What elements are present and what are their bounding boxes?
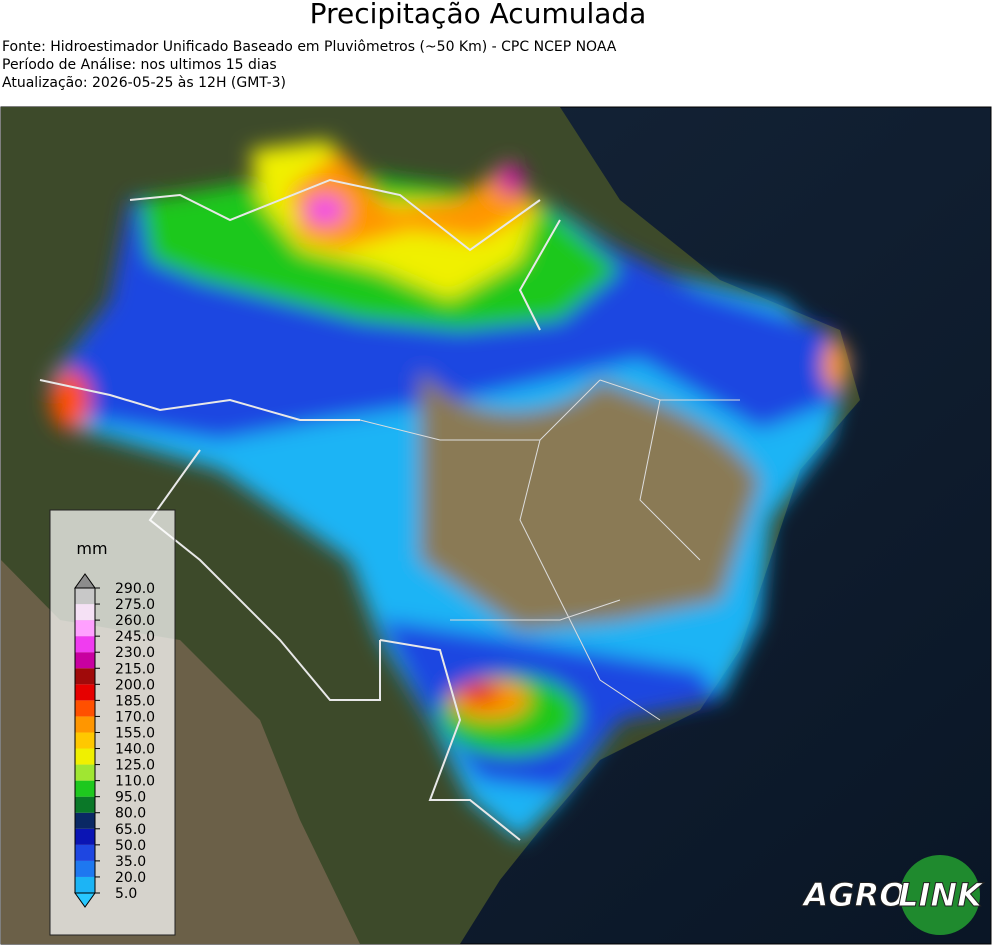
colorbar-tick-label: 95.0 (115, 790, 146, 806)
colorbar-unit: mm (76, 539, 107, 558)
color-band (75, 604, 95, 621)
colorbar-outline (74, 587, 96, 894)
logo-text: LINK (898, 876, 984, 914)
colorbar-tick-label: 50.0 (115, 838, 146, 854)
colorbar-tick-label: 260.0 (115, 613, 155, 629)
colorbar-tick-label: 65.0 (115, 822, 146, 838)
color-band (75, 860, 95, 877)
colorbar-tick-label: 125.0 (115, 758, 155, 774)
colorbar-tick-label: 20.0 (115, 870, 146, 886)
color-band (75, 764, 95, 781)
borders (39, 178, 561, 841)
colorbar-tick-label: 5.0 (115, 886, 137, 902)
colorbar-tick-label: 155.0 (115, 725, 155, 741)
period-line: Período de Análise: nos ultimos 15 dias (2, 57, 277, 73)
colorbar-tick-label: 215.0 (115, 661, 155, 677)
colorbar-tick-label: 140.0 (115, 742, 155, 758)
color-band (75, 668, 95, 685)
state-borders (359, 379, 740, 721)
colorbar-tick-label: 110.0 (115, 774, 155, 790)
colorbar-tick-label: 290.0 (115, 581, 155, 597)
logo: AGRO LINK (800, 855, 985, 935)
color-band (75, 748, 95, 765)
colorbar-tick-label: 35.0 (115, 854, 146, 870)
precip-field (50, 140, 850, 840)
color-band (75, 652, 95, 669)
color-band (75, 828, 95, 845)
color-band (75, 588, 95, 605)
colorbar-tick-label: 200.0 (115, 677, 155, 693)
color-band (75, 684, 95, 701)
color-band (75, 732, 95, 749)
colorbar-box (49, 509, 176, 936)
colorbar-tick-label: 80.0 (115, 806, 146, 822)
title: Precipitação Acumulada (309, 0, 647, 30)
color-band (75, 844, 95, 861)
logo-circle (900, 855, 980, 935)
color-band (75, 716, 95, 733)
color-band (75, 700, 95, 717)
color-band (75, 780, 95, 797)
color-band (75, 620, 95, 637)
source-line: Fonte: Hidroestimador Unificado Baseado … (2, 39, 617, 55)
colorbar-tick-label: 185.0 (115, 693, 155, 709)
color-band (75, 636, 95, 653)
color-band (75, 796, 95, 813)
update-line: Atualização: 2026-05-25 às 12H (GMT-3) (2, 75, 286, 91)
colorbar-tick-label: 275.0 (115, 597, 155, 613)
colorbar-tick-label: 245.0 (115, 629, 155, 645)
colorbar: 5.020.035.050.065.080.095.0110.0125.0140… (74, 573, 155, 908)
colorbar-tick-label: 230.0 (115, 645, 155, 661)
logo-text: AGRO (801, 876, 907, 914)
color-band (75, 812, 95, 829)
color-band (75, 876, 95, 893)
colorbar-tick-label: 170.0 (115, 709, 155, 725)
